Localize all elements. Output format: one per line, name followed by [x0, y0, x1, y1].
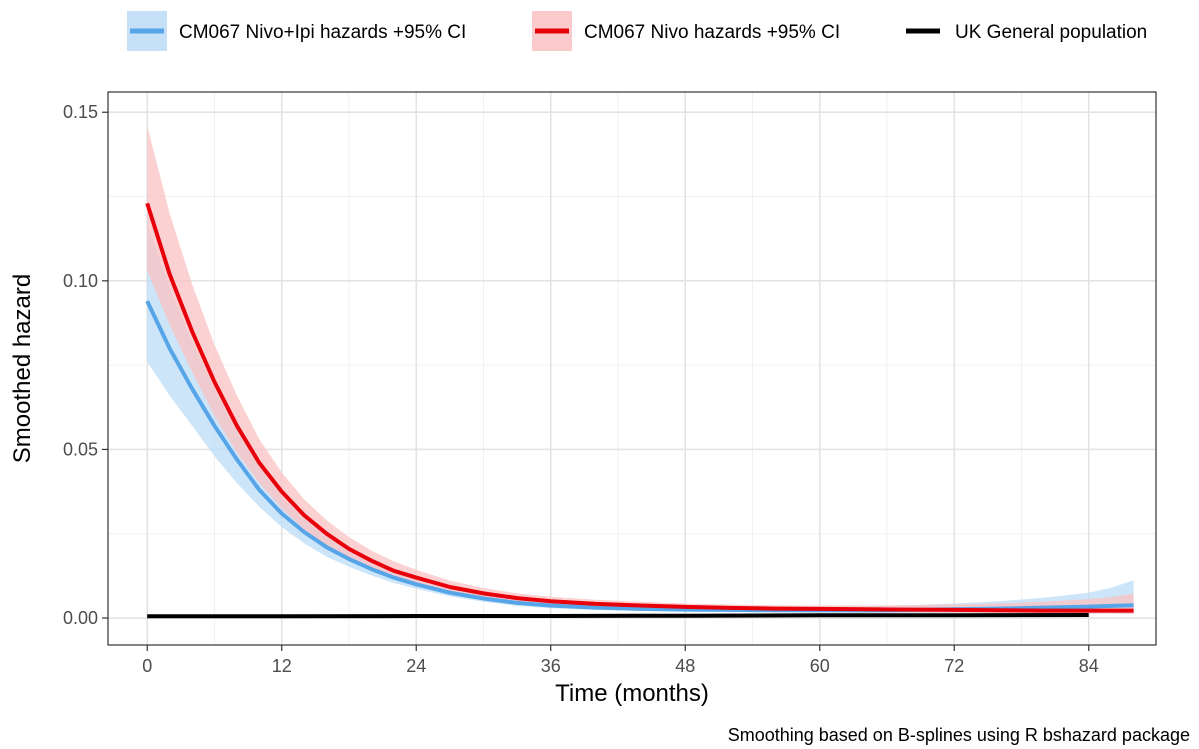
legend: CM067 Nivo+Ipi hazards +95% CI CM067 Nivo…	[127, 11, 1147, 51]
series-line-1	[145, 202, 1134, 613]
legend-label-1: CM067 Nivo hazards +95% CI	[584, 22, 840, 43]
x-tick-label-1: 12	[272, 656, 292, 676]
x-tick-label-6: 72	[944, 656, 964, 676]
x-tick-label-0: 0	[142, 656, 152, 676]
series-lines	[145, 202, 1134, 619]
plot-panel	[108, 92, 1156, 645]
y-tick-label-2: 0.10	[63, 271, 98, 291]
legend-label-0: CM067 Nivo+Ipi hazards +95% CI	[179, 22, 466, 43]
x-axis: 0 12 24 36 48 60 72 84	[142, 645, 1099, 676]
x-tick-label-2: 24	[406, 656, 426, 676]
major-gridlines	[108, 92, 1156, 645]
y-axis-title: Smoothed hazard	[9, 274, 36, 463]
plot-border	[107, 91, 1157, 646]
y-tick-label-3: 0.15	[63, 102, 98, 122]
y-tick-label-1: 0.05	[63, 439, 98, 459]
x-tick-label-5: 60	[810, 656, 830, 676]
legend-label-2: UK General population	[955, 22, 1147, 43]
chart-caption: Smoothing based on B-splines using R bsh…	[728, 725, 1190, 745]
series-line-2	[147, 613, 1089, 619]
y-axis: 0.00 0.05 0.10 0.15	[63, 102, 108, 628]
x-tick-label-7: 84	[1079, 656, 1099, 676]
minor-gridlines	[108, 92, 1156, 645]
x-tick-label-3: 36	[541, 656, 561, 676]
y-tick-label-0: 0.00	[63, 608, 98, 628]
x-axis-title: Time (months)	[555, 680, 709, 707]
x-tick-label-4: 48	[675, 656, 695, 676]
